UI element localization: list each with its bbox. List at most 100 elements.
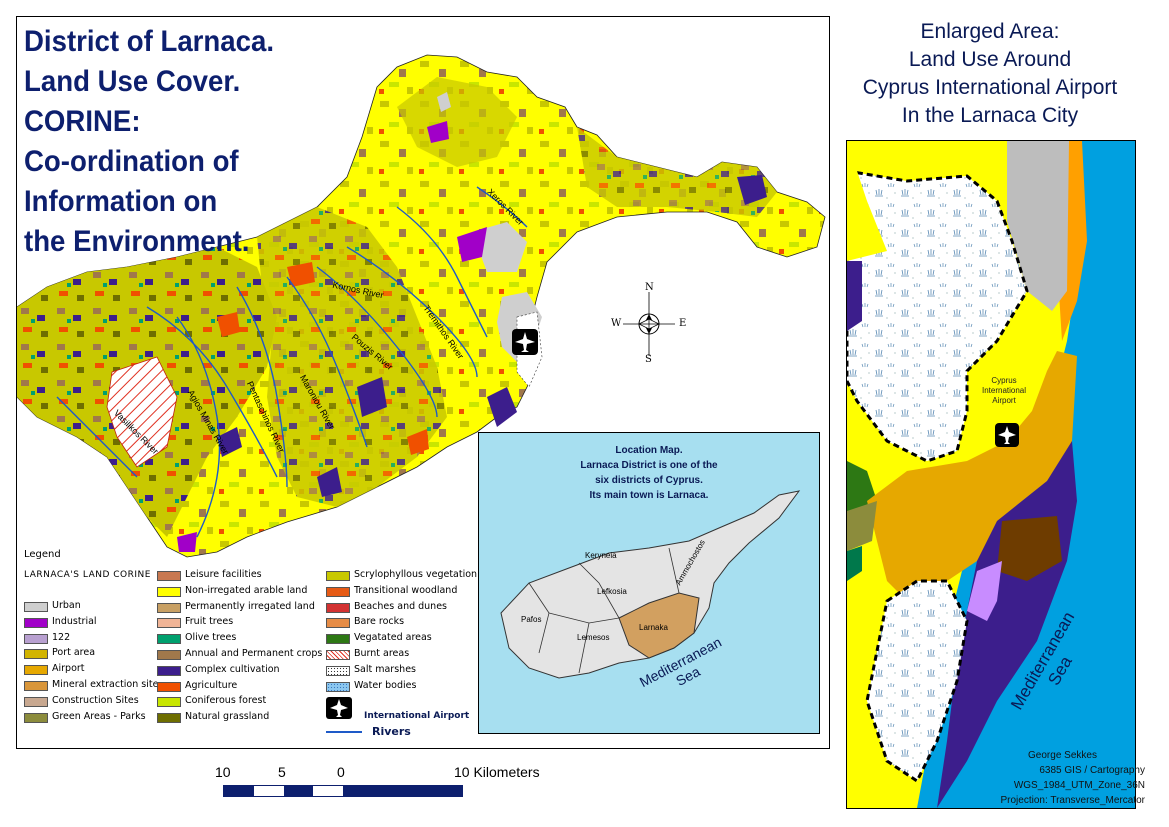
enlarged-airport-icon [995, 423, 1019, 447]
enlarged-airport-label-line: International [982, 386, 1027, 395]
legend-item-label: Green Areas - Parks [52, 710, 146, 722]
legend-item-label: Natural grassland [185, 711, 270, 723]
legend-item-label: Fruit trees [185, 616, 234, 628]
legend-swatch [24, 665, 48, 676]
legend-item-label: Construction Sites [52, 694, 139, 706]
enlarged-title-line: Enlarged Area: [920, 20, 1060, 43]
legend-item-label: Urban [52, 600, 81, 611]
legend-swatch [326, 634, 350, 645]
compass-north: N [645, 282, 654, 293]
legend-item-label: Scrylophyllous vegetation [354, 569, 478, 580]
legend-swatch [24, 617, 48, 628]
legend-swatch [157, 697, 181, 708]
legend-swatch [24, 649, 48, 660]
inset-title-line: Larnaca District is one of the [580, 460, 718, 471]
legend-swatch [326, 602, 350, 613]
legend-item-label: Leisure facilities [185, 569, 262, 580]
inset-district-label: Larnaka [639, 623, 668, 632]
legend-swatch [326, 586, 350, 597]
main-map-frame: Kornos River Pouzis River Tremithos Rive… [16, 16, 830, 749]
credit-projection: Projection: Transverse_Mercator [1000, 795, 1145, 806]
legend-swatch [326, 665, 350, 676]
legend-swatch [326, 618, 350, 629]
legend-heading: Legend [24, 549, 61, 560]
inset-title-line: Location Map. [615, 445, 683, 456]
legend-item-label: Complex cultivation [185, 663, 280, 675]
legend-airport-icon [326, 697, 352, 719]
compass-south: S [645, 354, 652, 365]
enlarged-title-line: In the Larnaca City [901, 104, 1079, 127]
enlarged-title-line: Cyprus International Airport [862, 76, 1118, 99]
legend-item-label: Transitional woodland [354, 584, 458, 596]
legend-swatch [157, 602, 181, 613]
legend-swatch [157, 713, 181, 724]
credit-author: George Sekkes [1028, 750, 1097, 761]
legend-swatch [326, 681, 350, 692]
legend-swatch [157, 650, 181, 660]
compass-west: W [611, 318, 622, 329]
district-map [17, 54, 826, 558]
credits: George Sekkes 6385 GIS / Cartography WGS… [940, 750, 1145, 806]
enlarged-airport-label: Cyprus International Airport [982, 376, 1026, 406]
legend-swatch [24, 696, 48, 707]
legend-item-label: Salt marshes [354, 663, 416, 675]
legend-subheading: LARNACA'S LAND CORINE [24, 570, 151, 580]
cyprus-map [500, 490, 801, 679]
legend-swatch [157, 681, 181, 692]
legend-item-label: Annual and Permanent crops [185, 648, 323, 659]
legend-item-label: Bare rocks [354, 616, 405, 628]
inset-district-label: Pafos [521, 615, 542, 624]
legend-swatch [24, 602, 48, 612]
inset-title-line: Its main town is Larnaca. [589, 490, 709, 501]
credit-datum: WGS_1984_UTM_Zone_36N [1013, 780, 1145, 791]
map-title: District of Larnaca. Land Use Cover. COR… [24, 22, 300, 262]
map-title-line: Land Use Cover. [24, 65, 241, 98]
credit-course: 6385 GIS / Cartography [1039, 765, 1145, 776]
scale-label-10: 10 [215, 764, 231, 780]
legend-rivers-label: Rivers [372, 725, 411, 738]
legend-item-label: Vegatated areas [354, 632, 432, 644]
legend-swatch [157, 618, 181, 629]
river-lines [56, 186, 528, 538]
inset-title: Location Map. Larnaca District is one of… [479, 443, 819, 503]
inset-district-label: Keryneia [585, 551, 617, 560]
map-title-line: CORINE: [24, 105, 141, 138]
compass-rose-icon: N S E W [609, 282, 689, 367]
legend-swatch [24, 681, 48, 691]
legend-swatch [24, 633, 48, 644]
legend-swatch [326, 571, 350, 581]
legend-swatch [24, 712, 48, 723]
scale-label-5: 5 [278, 764, 286, 780]
compass-east: E [679, 318, 687, 329]
legend-item-label: Non-irregated arable land [185, 584, 308, 596]
enlarged-title-line: Land Use Around [908, 48, 1072, 71]
scale-label-km: 10 Kilometers [454, 764, 540, 780]
legend-item-label: Permanently irregated land [185, 600, 315, 612]
location-inset: Location Map. Larnaca District is one of… [478, 432, 820, 734]
legend-swatch [157, 665, 181, 676]
legend-item-label: 122 [52, 631, 71, 643]
legend-item-label: Coniferous forest [185, 695, 267, 707]
inset-district-label: Lemesos [577, 633, 610, 642]
legend-item-label: Industrial [52, 615, 97, 627]
map-title-line: the Environment. [24, 225, 250, 258]
map-title-line: Co-ordination of [24, 145, 239, 178]
scale-bar [223, 785, 463, 797]
legend-swatch [157, 571, 181, 581]
legend-swatch [157, 586, 181, 597]
inset-district-label: Lefkosia [597, 587, 627, 596]
map-title-line: Information on [24, 185, 218, 218]
legend-airport-label: International Airport [364, 711, 470, 721]
legend-item-label: Mineral extraction site [52, 679, 159, 690]
legend-river-line [326, 731, 362, 733]
enlarged-title: Enlarged Area: Land Use Around Cyprus In… [830, 18, 1150, 130]
legend-swatch [157, 634, 181, 645]
enlarged-airport-label-line: Cyprus [991, 376, 1017, 385]
legend-item-label: Olive trees [185, 632, 237, 644]
legend-item-label: Beaches and dunes [354, 600, 448, 612]
enlarged-airport-label-line: Airport [992, 396, 1016, 405]
map-title-line: District of Larnaca. [24, 25, 275, 58]
airport-icon [512, 329, 538, 355]
legend-item-label: Burnt areas [354, 648, 410, 659]
inset-title-line: six districts of Cyprus. [595, 475, 703, 486]
